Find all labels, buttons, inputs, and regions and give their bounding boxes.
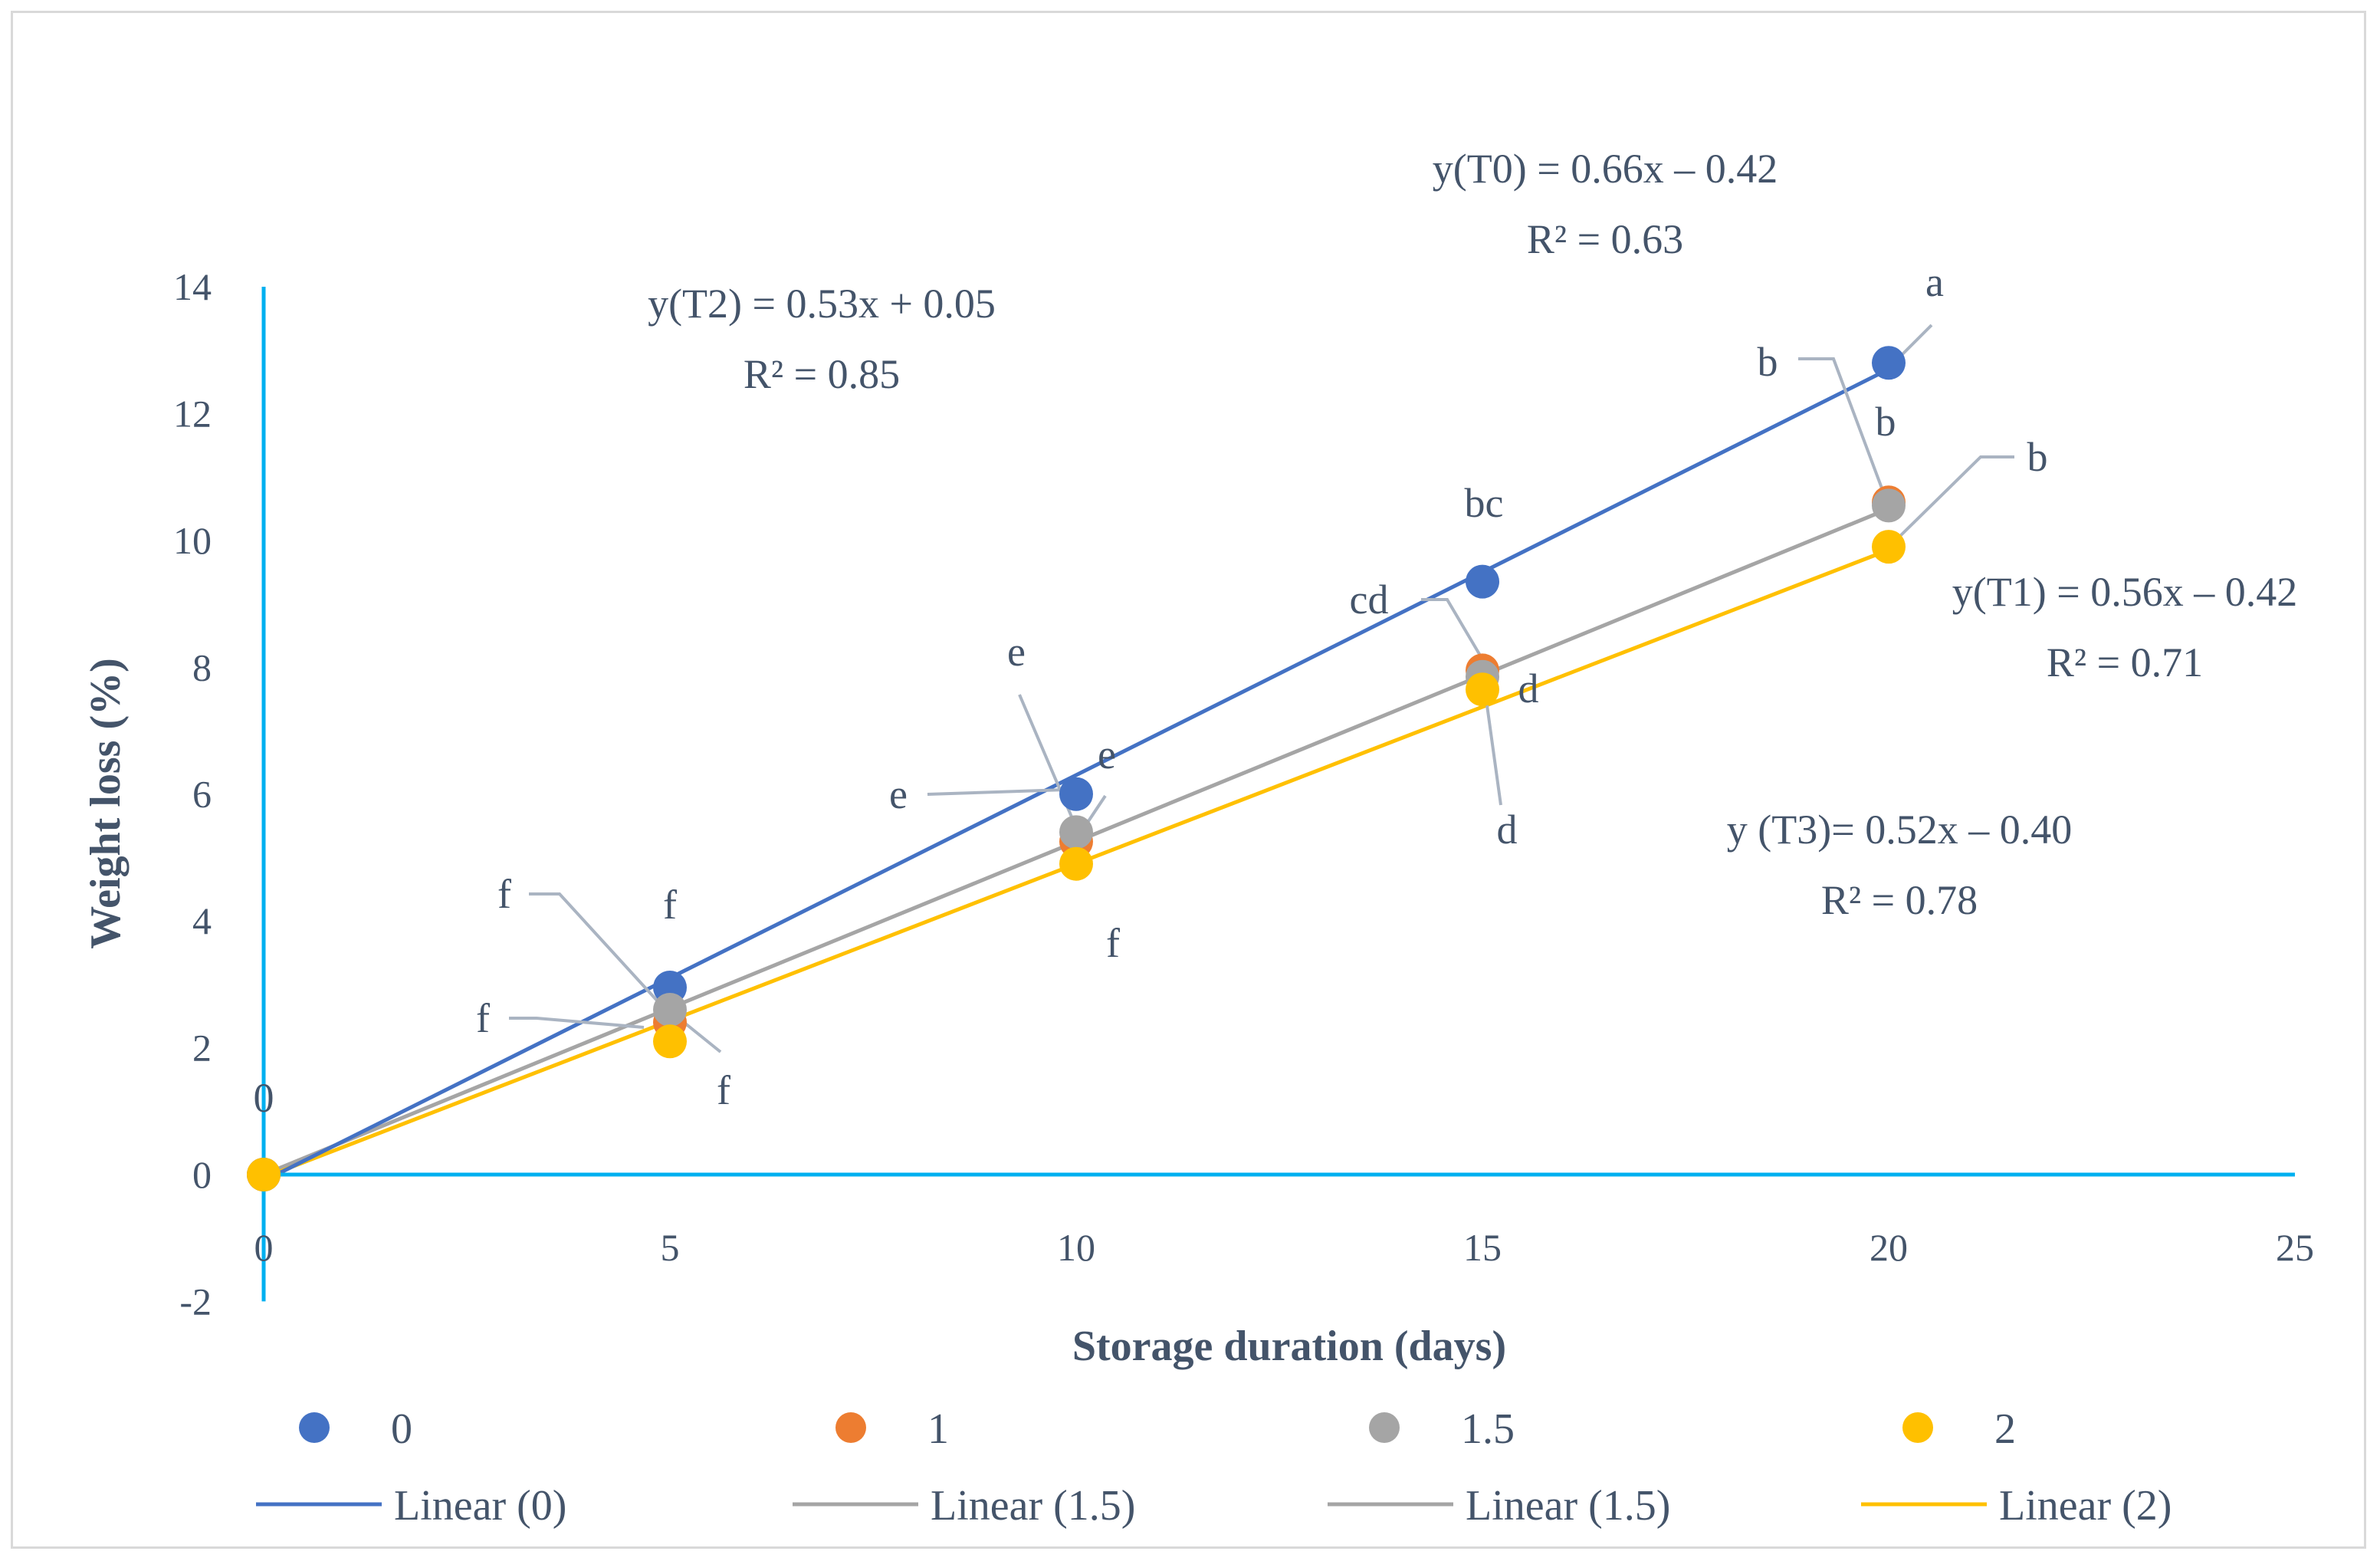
point-series-0-x10 xyxy=(1059,777,1093,811)
y-axis-title: Weight loss (%) xyxy=(82,658,130,949)
point-series-2-x10 xyxy=(1059,846,1093,881)
legend-label-1-5: 1.5 xyxy=(1461,1405,1515,1453)
equation-t2: y(T2) = 0.53x + 0.05 xyxy=(648,281,996,327)
label-cd15: cd xyxy=(1350,577,1389,623)
point-series-2-x15 xyxy=(1466,672,1499,707)
x-tick-label: 0 xyxy=(254,1226,274,1269)
label-d15-inner: d xyxy=(1518,665,1539,711)
legend-line-label: Linear (0) xyxy=(394,1482,566,1530)
leader-f5-upper xyxy=(529,892,676,1021)
legend-label-1: 1 xyxy=(927,1405,949,1453)
x-tick-label: 20 xyxy=(1870,1226,1908,1269)
equation-t1: y(T1) = 0.56x – 0.42 xyxy=(1952,569,2297,615)
label-f10: f xyxy=(1106,920,1120,966)
leader-d15 xyxy=(1485,705,1502,806)
legend-marker-2 xyxy=(1902,1412,1933,1443)
legend-line-label: Linear (2) xyxy=(1999,1482,2172,1530)
label-bc15: bc xyxy=(1465,480,1504,526)
label-b20-outer: b xyxy=(1758,339,1778,385)
x-tick-label: 25 xyxy=(2276,1226,2314,1269)
x-tick-label: 5 xyxy=(661,1226,680,1269)
y-tick-label: 10 xyxy=(173,519,212,562)
y-tick-label: 0 xyxy=(192,1153,212,1196)
point-series-1-5-x5 xyxy=(653,992,687,1027)
leader-b20-right xyxy=(1898,455,2014,538)
leader-b20-outer xyxy=(1798,357,1887,499)
equation-t0: y(T0) = 0.66x – 0.42 xyxy=(1433,146,1778,192)
y-tick-label: 4 xyxy=(192,899,212,942)
x-axis-title: Storage duration (days) xyxy=(1072,1323,1506,1370)
label-f5-upper-left: f xyxy=(497,871,511,917)
r2-t3: R² = 0.78 xyxy=(1821,877,1978,923)
point-series-1-5-x10 xyxy=(1059,815,1093,850)
legend-marker-1-5 xyxy=(1369,1412,1400,1443)
point-series-2-x20 xyxy=(1872,530,1906,564)
leader-e10-left xyxy=(927,788,1066,796)
equation-t3: y (T3)= 0.52x – 0.40 xyxy=(1727,807,2072,853)
legend-marker-0 xyxy=(299,1412,330,1443)
legend-label-2: 2 xyxy=(1994,1405,2016,1453)
label-e10-top: e xyxy=(1007,629,1026,675)
label-b20-right: b xyxy=(2027,434,2048,480)
label-f5-lower-left: f xyxy=(476,995,490,1041)
r2-t1: R² = 0.71 xyxy=(2047,639,2203,685)
r2-t0: R² = 0.63 xyxy=(1527,216,1683,262)
point-series-2-x5 xyxy=(653,1024,687,1059)
x-tick-label: 15 xyxy=(1463,1226,1502,1269)
point-series-2-x0 xyxy=(247,1158,281,1191)
x-tick-label: 10 xyxy=(1057,1226,1095,1269)
leader-a20 xyxy=(1896,324,1933,360)
label-f5-bottom: f xyxy=(717,1067,730,1113)
label-d15-low: d xyxy=(1497,807,1518,853)
legend-line-label: Linear (1.5) xyxy=(1466,1482,1670,1530)
point-series-0-x20 xyxy=(1872,346,1906,380)
y-tick-label: -2 xyxy=(179,1280,212,1323)
point-series-0-x15 xyxy=(1466,564,1499,599)
label-f5-top: f xyxy=(663,882,677,928)
chart-frame xyxy=(11,11,2366,1549)
y-tick-label: 14 xyxy=(173,265,212,308)
trendline-linear-0 xyxy=(262,367,1890,1183)
legend-line-label: Linear (1.5) xyxy=(931,1482,1135,1530)
y-tick-label: 8 xyxy=(192,646,212,688)
point-series-1-5-x20 xyxy=(1872,488,1906,523)
label-e10-left: e xyxy=(889,771,908,817)
label-b20-mid: b xyxy=(1876,399,1896,445)
r2-t2: R² = 0.85 xyxy=(744,351,900,397)
label-zero: 0 xyxy=(254,1075,274,1121)
y-tick-label: 6 xyxy=(192,773,212,816)
leader-f5-lower xyxy=(509,1017,645,1029)
label-e10-inner: e xyxy=(1098,731,1116,777)
leader-cd15 xyxy=(1421,598,1489,669)
y-tick-label: 2 xyxy=(192,1027,212,1070)
y-tick-label: 12 xyxy=(173,392,212,435)
leader-f5-bottom xyxy=(679,1018,722,1053)
legend-label-0: 0 xyxy=(391,1405,412,1453)
legend-marker-1 xyxy=(835,1412,866,1443)
label-a20: a xyxy=(1925,259,1944,305)
